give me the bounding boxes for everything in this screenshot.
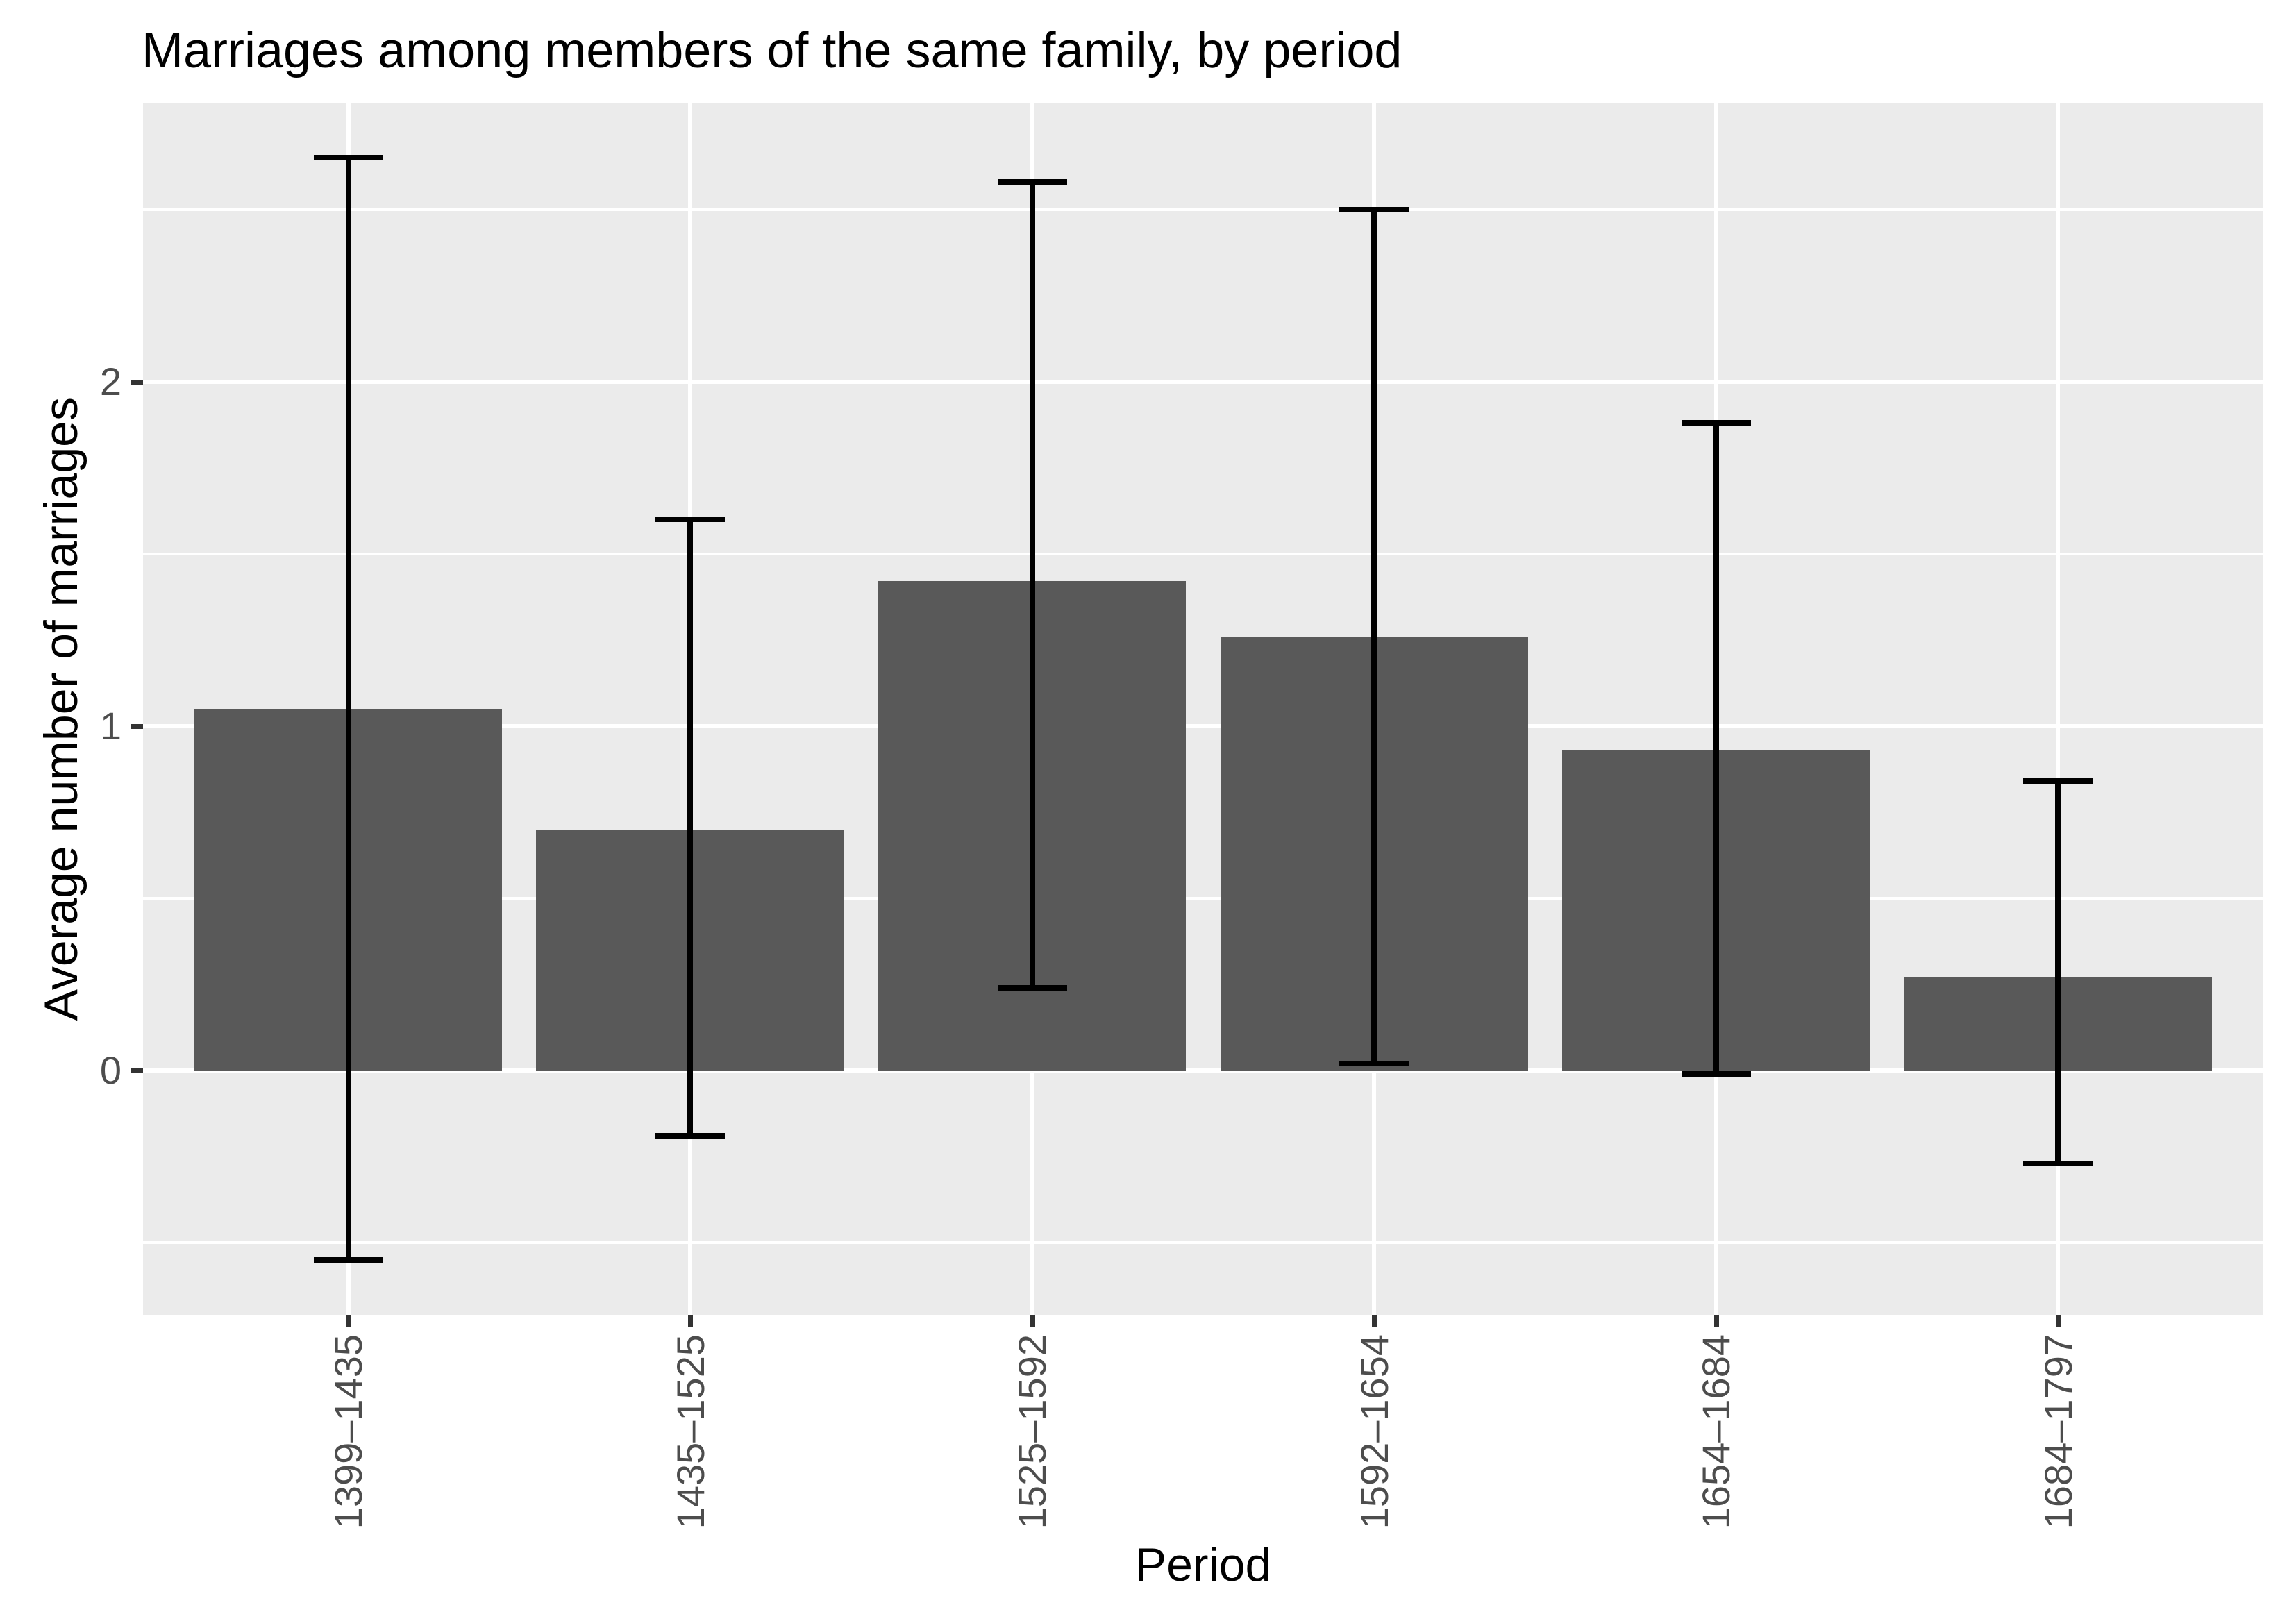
y-tick-mark [131,723,143,729]
error-bar-line [2055,781,2061,1164]
x-tick-mark [1713,1315,1719,1327]
x-tick-label-text: 1654–1684 [1694,1334,1738,1529]
x-tick-mark [2056,1315,2061,1327]
vertical-gridline [2056,103,2061,1315]
minor-gridline [143,1241,2263,1244]
y-tick-mark [131,379,143,385]
major-gridline [143,1068,2263,1073]
major-gridline [143,723,2263,728]
y-tick-label: 2 [99,359,121,403]
major-gridline [143,379,2263,384]
x-tick-label: 1654–1684 [1689,1334,1744,1529]
x-tick-label-text: 1592–1654 [1352,1334,1396,1529]
minor-gridline [143,208,2263,211]
error-bar-cap-bottom [1681,1071,1751,1077]
x-tick-label: 1525–1592 [1005,1334,1060,1529]
error-bar-line [687,519,694,1136]
error-bar-cap-bottom [997,984,1067,991]
x-tick-label-text: 1399–1435 [326,1334,371,1529]
plot-panel [143,103,2263,1315]
error-bar-cap-top [1681,420,1751,426]
y-tick-mark [131,1068,143,1073]
x-tick-label-text: 1684–1797 [2036,1334,2080,1529]
error-bar-cap-bottom [1339,1060,1409,1066]
x-tick-mark [688,1315,694,1327]
error-bar-cap-top [2023,778,2093,784]
y-tick-label: 1 [99,703,121,748]
error-bar-cap-top [1339,206,1409,212]
error-bar-cap-bottom [2023,1160,2093,1166]
minor-gridline [143,896,2263,900]
x-tick-label: 1592–1654 [1346,1334,1402,1529]
error-bar-cap-top [655,517,726,523]
error-bar-line [1029,182,1035,988]
error-bar-line [1713,423,1719,1074]
x-tick-mark [346,1315,351,1327]
error-bar-line [345,158,351,1260]
minor-gridline [143,552,2263,555]
x-tick-label-text: 1525–1592 [1010,1334,1055,1529]
x-tick-label: 1684–1797 [2030,1334,2086,1529]
error-bar-cap-bottom [313,1257,383,1263]
x-tick-label: 1435–1525 [662,1334,718,1529]
x-tick-mark [1372,1315,1377,1327]
x-tick-mark [1030,1315,1035,1327]
error-bar-cap-bottom [655,1133,726,1139]
error-bar-cap-top [997,179,1067,185]
x-tick-label: 1399–1435 [321,1334,376,1529]
x-tick-label-text: 1435–1525 [668,1334,712,1529]
chart-title: Marriages among members of the same fami… [142,23,1402,78]
y-tick-label: 0 [99,1048,121,1092]
error-bar-cap-top [313,155,383,161]
x-axis-title: Period [1134,1538,1272,1591]
error-bar-line [1371,209,1377,1064]
